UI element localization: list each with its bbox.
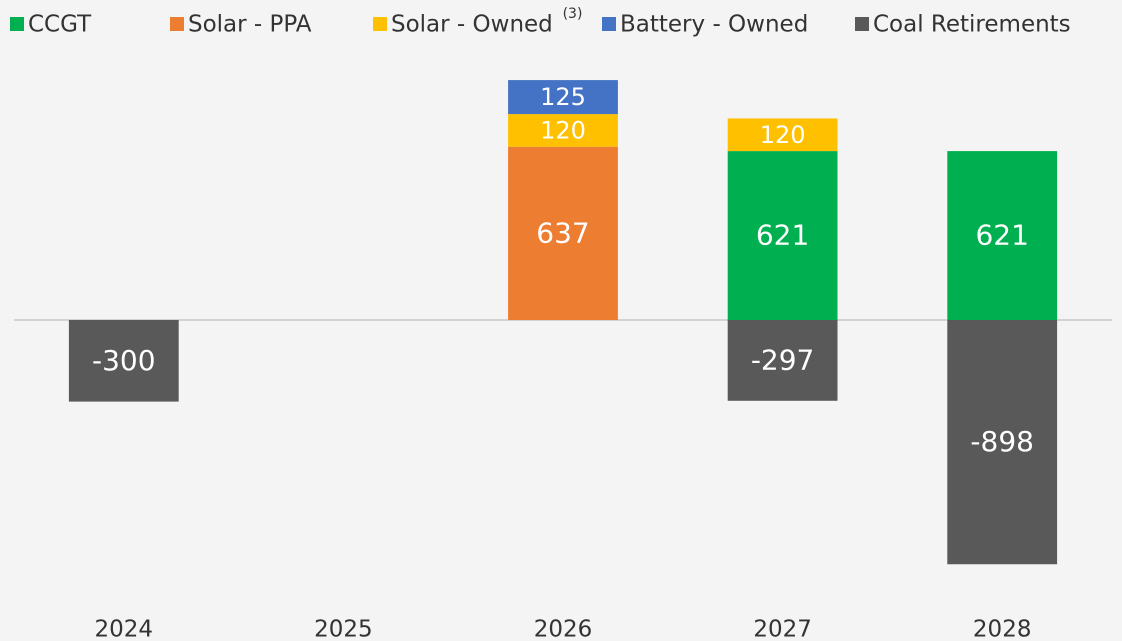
legend-swatch: [10, 17, 24, 31]
legend-label: Coal Retirements: [873, 12, 1071, 38]
bar-segment: [508, 80, 618, 115]
x-tick-label: 2028: [973, 617, 1032, 641]
bar-segment: [68, 320, 179, 402]
legend-footnote: (3): [563, 6, 583, 22]
bar-segment: [947, 151, 1058, 320]
data-label: 125: [540, 83, 586, 111]
data-label: 120: [760, 121, 806, 149]
legend-swatch: [170, 17, 184, 31]
legend-label: Solar - Owned: [391, 12, 553, 38]
bar-segment: [727, 151, 838, 320]
data-label: -300: [92, 344, 156, 377]
bar-segment: [508, 114, 618, 147]
legend-swatch: [602, 17, 616, 31]
legend-label: Battery - Owned: [620, 12, 808, 38]
data-label: 621: [975, 219, 1028, 252]
x-tick-label: 2025: [314, 617, 373, 641]
data-label: 637: [536, 216, 589, 249]
legend-label: CCGT: [28, 12, 92, 38]
bar-segment: [508, 146, 618, 320]
data-label: -898: [970, 425, 1034, 458]
legend-swatch: [373, 17, 387, 31]
legend-swatch: [855, 17, 869, 31]
data-label: 621: [756, 219, 809, 252]
x-tick-label: 2026: [534, 617, 593, 641]
x-tick-label: 2027: [753, 617, 812, 641]
bar-segment: [727, 118, 838, 152]
data-label: 120: [540, 116, 586, 144]
x-tick-label: 2024: [95, 617, 154, 641]
data-label: -297: [751, 343, 815, 376]
bar-segment: [947, 320, 1058, 565]
bar-segment: [727, 320, 838, 401]
legend-label: Solar - PPA: [188, 12, 312, 38]
